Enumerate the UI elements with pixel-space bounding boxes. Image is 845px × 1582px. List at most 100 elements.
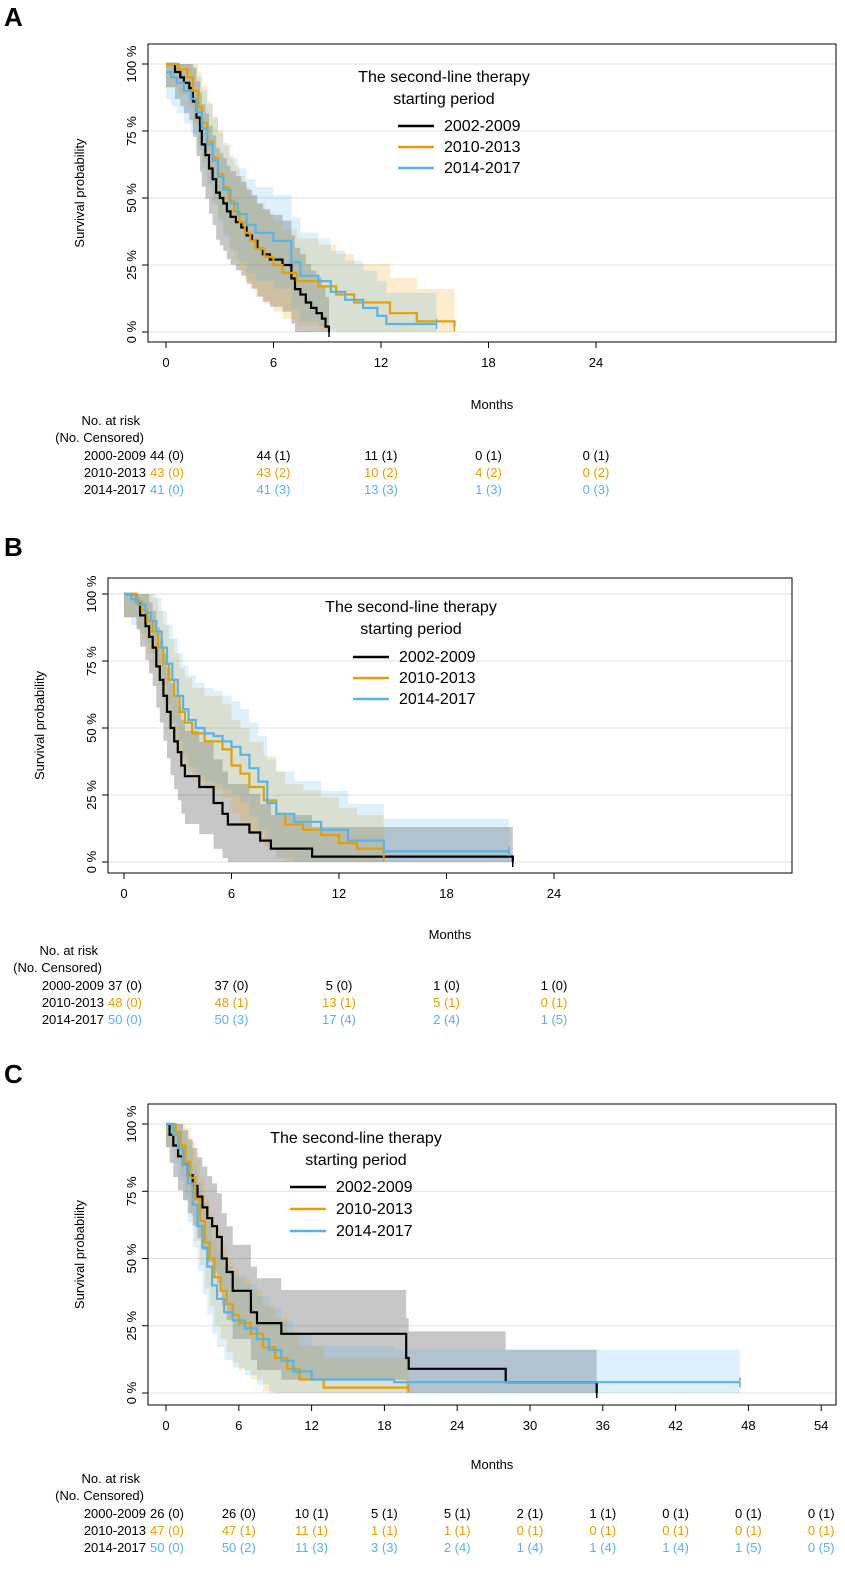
- risk-cell: 48 (0): [108, 995, 142, 1010]
- risk-cell: 0 (1): [735, 1506, 762, 1521]
- x-tick-label: 0: [162, 355, 169, 370]
- x-tick-label: 6: [228, 886, 235, 901]
- x-tick-label: 12: [332, 886, 346, 901]
- y-tick-label: 50 %: [124, 1243, 139, 1273]
- risk-table-header: No. at risk: [81, 413, 140, 428]
- risk-cell: 50 (0): [108, 1012, 142, 1027]
- x-tick-label: 30: [523, 1418, 537, 1433]
- x-tick-label: 48: [741, 1418, 755, 1433]
- legend-title: The second-line therapy: [358, 69, 530, 86]
- risk-cell: 13 (1): [322, 995, 356, 1010]
- risk-cell: 5 (1): [444, 1506, 471, 1521]
- x-tick-label: 0: [120, 886, 127, 901]
- risk-cell: 50 (2): [222, 1540, 256, 1555]
- legend-label-2002-2009: 2002-2009: [444, 118, 521, 135]
- risk-cell: 2 (1): [517, 1506, 544, 1521]
- x-tick-label: 18: [439, 886, 453, 901]
- risk-cell: 0 (1): [589, 1523, 616, 1538]
- risk-cell: 48 (1): [215, 995, 249, 1010]
- y-axis-label: Survival probability: [72, 1199, 87, 1309]
- panel-C: C 0 % 25 % 50 % 75 % 100 % Survival probabilit…: [4, 1059, 837, 1555]
- panel-letter: B: [4, 532, 23, 562]
- panel-A: A 0 % 25 % 50 % 75 % 100 % Survival probabilit…: [4, 2, 837, 497]
- x-tick-label: 42: [668, 1418, 682, 1433]
- risk-cell: 44 (0): [150, 448, 184, 463]
- y-tick-label: 75 %: [124, 116, 139, 146]
- legend-label-2014-2017: 2014-2017: [444, 160, 521, 177]
- risk-row-label: 2010-2013: [84, 465, 146, 480]
- risk-row-label: 2000-2009: [42, 978, 104, 993]
- legend-label-2002-2009: 2002-2009: [399, 649, 476, 666]
- risk-cell: 43 (0): [150, 465, 184, 480]
- risk-cell: 0 (1): [662, 1523, 689, 1538]
- plot-frame: [107, 577, 793, 874]
- legend-title: The second-line therapy: [325, 599, 497, 616]
- y-axis-label: Survival probability: [72, 138, 87, 248]
- y-tick-label: 25 %: [124, 250, 139, 280]
- risk-row-label: 2000-2009: [84, 448, 146, 463]
- risk-table-subheader: (No. Censored): [13, 960, 102, 975]
- risk-cell: 26 (0): [150, 1506, 184, 1521]
- y-tick-label: 50 %: [124, 183, 139, 213]
- y-tick-label: 100 %: [124, 45, 139, 82]
- risk-cell: 10 (1): [295, 1506, 329, 1521]
- risk-cell: 2 (4): [433, 1012, 460, 1027]
- panel-letter: A: [4, 2, 23, 32]
- risk-cell: 0 (1): [662, 1506, 689, 1521]
- risk-table-header: No. at risk: [81, 1471, 140, 1486]
- risk-cell: 1 (4): [662, 1540, 689, 1555]
- risk-cell: 0 (1): [583, 448, 610, 463]
- x-tick-label: 6: [235, 1418, 242, 1433]
- risk-cell: 13 (3): [364, 482, 398, 497]
- y-axis-label: Survival probability: [32, 670, 47, 780]
- y-tick-label: 75 %: [84, 646, 99, 676]
- risk-row-label: 2014-2017: [84, 482, 146, 497]
- legend-title: starting period: [360, 621, 461, 638]
- risk-cell: 41 (3): [257, 482, 291, 497]
- ci-band-2002-2009: [124, 594, 513, 862]
- legend-title: starting period: [393, 91, 494, 108]
- x-tick-label: 12: [304, 1418, 318, 1433]
- survival-curve-2014-2017: [166, 1122, 740, 1384]
- y-tick-label: 100 %: [84, 575, 99, 612]
- risk-table-subheader: (No. Censored): [55, 430, 144, 445]
- legend-label-2010-2013: 2010-2013: [444, 139, 521, 156]
- panel-B: B 0 % 25 % 50 % 75 % 100 % Survival probabilit…: [4, 532, 793, 1027]
- risk-cell: 1 (0): [433, 978, 460, 993]
- risk-cell: 26 (0): [222, 1506, 256, 1521]
- ci-band-2010-2013: [166, 64, 455, 332]
- ci-band-2002-2009: [166, 1124, 597, 1393]
- risk-cell: 5 (0): [326, 978, 353, 993]
- risk-cell: 11 (3): [295, 1540, 328, 1555]
- risk-cell: 1 (4): [589, 1540, 616, 1555]
- plot-frame: [147, 43, 837, 343]
- risk-table-subheader: (No. Censored): [55, 1488, 144, 1503]
- legend-label-2010-2013: 2010-2013: [336, 1201, 413, 1218]
- risk-cell: 0 (1): [808, 1523, 835, 1538]
- risk-cell: 2 (4): [444, 1540, 471, 1555]
- y-tick-label: 25 %: [84, 780, 99, 810]
- risk-cell: 0 (2): [583, 465, 610, 480]
- risk-cell: 0 (1): [808, 1506, 835, 1521]
- legend-label-2002-2009: 2002-2009: [336, 1179, 413, 1196]
- risk-row-label: 2010-2013: [84, 1523, 146, 1538]
- risk-cell: 1 (1): [589, 1506, 616, 1521]
- risk-table-header: No. at risk: [39, 943, 98, 958]
- risk-cell: 5 (1): [433, 995, 460, 1010]
- risk-cell: 1 (5): [541, 1012, 568, 1027]
- risk-cell: 10 (2): [364, 465, 398, 480]
- x-tick-label: 18: [377, 1418, 391, 1433]
- risk-row-label: 2000-2009: [84, 1506, 146, 1521]
- risk-cell: 50 (3): [215, 1012, 249, 1027]
- survival-curve-2002-2009: [124, 592, 514, 862]
- ci-band-2010-2013: [166, 1124, 409, 1393]
- survival-curve-2014-2017: [124, 592, 510, 853]
- risk-cell: 5 (1): [371, 1506, 398, 1521]
- risk-cell: 0 (1): [475, 448, 502, 463]
- risk-row-label: 2014-2017: [42, 1012, 104, 1027]
- x-axis-label: Months: [429, 927, 472, 942]
- risk-cell: 0 (3): [583, 482, 610, 497]
- y-tick-label: 0 %: [84, 850, 99, 873]
- survival-curve-2010-2013: [124, 592, 385, 857]
